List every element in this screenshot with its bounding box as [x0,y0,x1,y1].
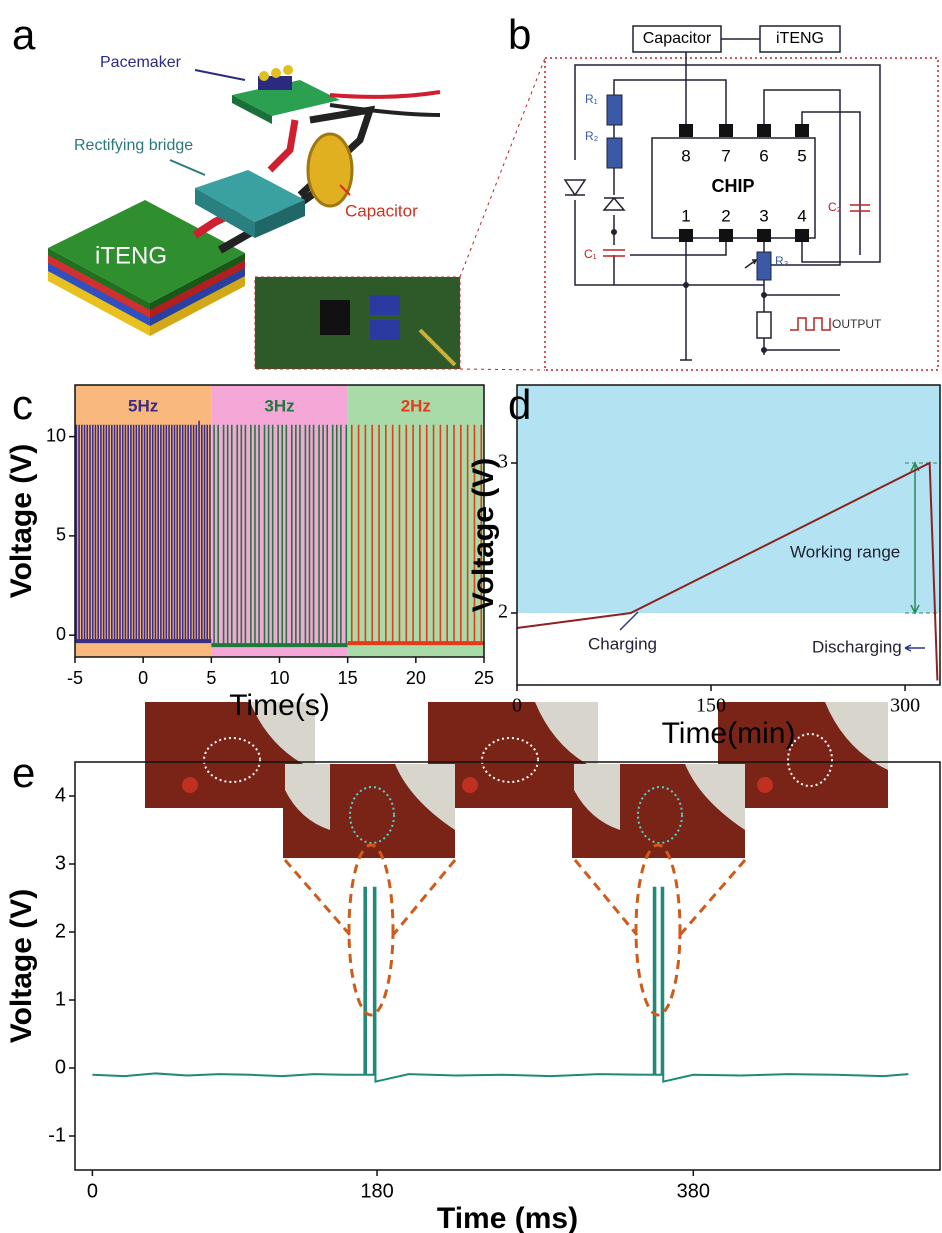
circuit-box-label: Capacitor [643,30,712,47]
x-tick-label: 380 [677,1180,710,1202]
circuit-parts [607,95,809,353]
y-tick-label: 1 [55,988,66,1010]
y-tick-label: 2 [55,920,66,942]
component-label: C₂ [828,200,842,214]
pin-label: 7 [721,146,730,165]
x-tick-label: 5 [206,668,216,688]
y-tick-label: -1 [48,1124,66,1146]
component-label: R₃ [775,254,789,268]
page: a b c d e Pacemaker Rectifying bridge Ca… [0,0,942,1233]
annotation: Discharging [812,637,902,656]
x-tick-label: 15 [338,668,358,688]
panel-label: d [508,381,531,428]
device-label: iTENG [95,242,167,269]
legend-label: 2Hz [401,396,431,415]
y-tick-label: 3 [55,852,66,874]
x-tick-label: 300 [890,695,920,717]
x-tick-label: 180 [360,1180,393,1202]
component-label: C₁ [584,247,597,261]
pin-label: 4 [797,206,806,225]
legend-label: 5Hz [128,396,158,415]
y-tick-label: 5 [56,525,66,545]
figure: a b c d e Pacemaker Rectifying bridge Ca… [0,0,942,1233]
band [348,385,484,657]
device-label: Capacitor [345,201,418,220]
device-label: Pacemaker [100,54,182,71]
pin-label: 6 [759,146,768,165]
x-tick-label: -5 [67,668,83,688]
pin-label: 5 [797,146,806,165]
x-tick-label: 20 [406,668,426,688]
pin-label: 1 [681,206,690,225]
x-tick-label: 0 [87,1180,98,1202]
legend-label: 3Hz [264,396,294,415]
annotation: Charging [588,634,657,653]
y-tick-label: 0 [55,1056,66,1078]
x-tick-label: 10 [269,668,289,688]
x-tick-label: 25 [474,668,494,688]
axes-frame [75,762,940,1170]
panel-label: c [12,381,33,428]
highlight [285,845,745,1015]
pin-label: 2 [721,206,730,225]
y-axis-label: Voltage (V) [5,889,38,1043]
chip-label: CHIP [711,176,754,196]
working-range-shade [517,385,940,613]
line [92,888,908,1082]
x-axis-label: Time(s) [229,689,330,722]
panel-label: a [12,11,36,58]
y-tick-label: 0 [56,624,66,644]
component-label: R₁ [585,92,598,106]
y-tick-label: 10 [46,425,66,445]
panel-label: e [12,749,35,796]
x-tick-label: 0 [138,668,148,688]
device-illustration [48,58,545,370]
y-axis-label: Voltage (V) [5,444,38,598]
circuit-box-label: iTENG [776,30,824,47]
panel-label: b [508,11,531,58]
x-axis-label: Time (ms) [437,1202,578,1233]
pin-label: 8 [681,146,690,165]
device-label: Rectifying bridge [74,137,193,154]
pin-label: 3 [759,206,768,225]
x-tick-label: 150 [696,695,726,717]
output-label: OUTPUT [832,317,882,331]
component-label: R₂ [585,129,599,143]
y-axis-label: Voltage (V) [467,458,500,612]
x-axis-label: Time(min) [662,717,796,750]
x-tick-label: 0 [512,695,522,717]
annotation: Working range [790,542,900,561]
y-tick-label: 4 [55,784,66,806]
